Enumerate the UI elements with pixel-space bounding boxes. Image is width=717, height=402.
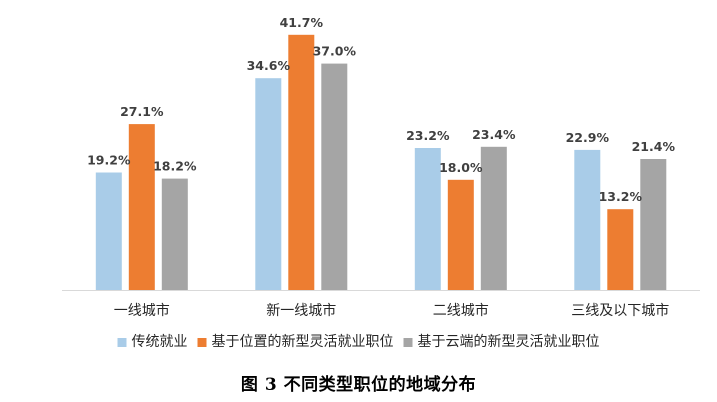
bar-3-3 xyxy=(480,146,507,290)
data-label-3-4: 21.4% xyxy=(632,139,676,154)
bar-1-4 xyxy=(574,149,601,290)
category-labels-layer: 一线城市 新一线城市 二线城市 三线及以下城市 xyxy=(114,302,669,319)
bar-3-1 xyxy=(161,178,188,290)
bars-layer xyxy=(95,34,667,290)
legend-label-2: 基于位置的新型灵活就业职位 xyxy=(212,333,394,350)
data-labels-layer: 19.2% 27.1% 18.2% 34.6% 41.7% 37.0% 23.2% 18.0%… xyxy=(87,15,675,204)
data-label-2-4: 13.2% xyxy=(599,189,643,204)
category-label-3: 二线城市 xyxy=(433,302,489,319)
bar-2-2 xyxy=(288,34,315,290)
data-label-2-3: 18.0% xyxy=(439,160,483,175)
bar-3-4 xyxy=(640,159,667,290)
bar-2-4 xyxy=(607,209,634,290)
legend-item-1: 传统就业 xyxy=(117,334,188,350)
legend-item-3: 基于云端的新型灵活就业职位 xyxy=(403,333,600,350)
figure-caption: 图 3 不同类型职位的地域分布 xyxy=(240,375,477,395)
bar-3-2 xyxy=(321,63,348,290)
category-label-1: 一线城市 xyxy=(114,302,170,319)
legend-swatch-2 xyxy=(197,338,207,347)
legend-item-2: 基于位置的新型灵活就业职位 xyxy=(197,333,394,350)
legend-label-3: 基于云端的新型灵活就业职位 xyxy=(418,333,600,350)
data-label-3-3: 23.4% xyxy=(472,127,516,142)
bar-1-2 xyxy=(255,78,282,290)
data-label-3-1: 18.2% xyxy=(153,159,197,174)
data-label-3-2: 37.0% xyxy=(313,44,357,59)
bar-2-1 xyxy=(128,124,155,290)
data-label-1-2: 34.6% xyxy=(247,58,291,73)
legend-label-1: 传统就业 xyxy=(132,334,188,350)
bar-chart: 19.2% 27.1% 18.2% 34.6% 41.7% 37.0% 23.2% 18.0%… xyxy=(62,15,700,350)
legend-swatch-3 xyxy=(403,338,413,347)
data-label-1-4: 22.9% xyxy=(566,130,610,145)
legend: 传统就业 基于位置的新型灵活就业职位 基于云端的新型灵活就业职位 xyxy=(117,333,600,350)
data-label-2-1: 27.1% xyxy=(120,104,164,119)
bar-1-1 xyxy=(95,172,122,290)
data-label-1-3: 23.2% xyxy=(406,128,450,143)
bar-2-3 xyxy=(447,179,474,290)
data-label-1-1: 19.2% xyxy=(87,153,131,168)
bar-1-3 xyxy=(414,148,441,290)
category-label-4: 三线及以下城市 xyxy=(571,302,669,319)
data-label-2-2: 41.7% xyxy=(280,15,324,30)
legend-swatch-1 xyxy=(117,338,127,347)
category-label-2: 新一线城市 xyxy=(266,302,336,319)
